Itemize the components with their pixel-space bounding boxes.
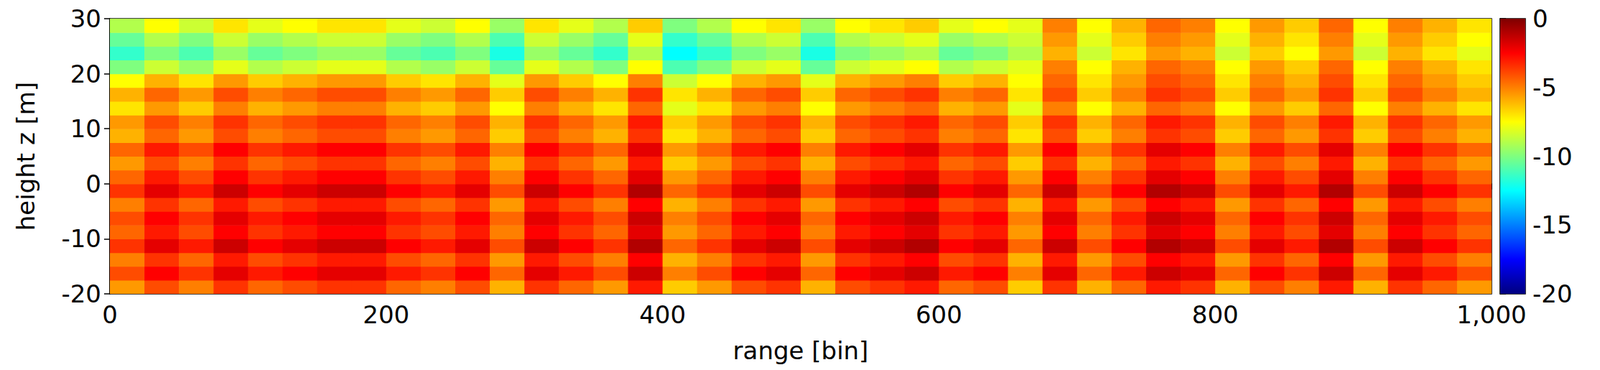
svg-text:1,000: 1,000 xyxy=(1456,300,1527,329)
svg-text:height z [m]: height z [m] xyxy=(11,81,41,232)
svg-text:600: 600 xyxy=(915,300,963,329)
svg-text:-10: -10 xyxy=(61,224,102,253)
svg-text:30: 30 xyxy=(70,4,102,34)
svg-text:10: 10 xyxy=(70,114,102,143)
svg-text:200: 200 xyxy=(362,300,410,329)
svg-text:-20: -20 xyxy=(61,279,102,309)
svg-text:-5: -5 xyxy=(1532,73,1557,102)
svg-text:-10: -10 xyxy=(1532,142,1573,171)
svg-text:range [bin]: range [bin] xyxy=(733,336,869,365)
svg-text:20: 20 xyxy=(70,59,102,89)
svg-text:0: 0 xyxy=(85,169,102,199)
svg-text:400: 400 xyxy=(639,300,686,329)
svg-text:-20: -20 xyxy=(1532,279,1573,309)
svg-text:-15: -15 xyxy=(1532,210,1573,240)
svg-text:0: 0 xyxy=(101,300,118,329)
svg-text:800: 800 xyxy=(1192,300,1239,329)
svg-text:0: 0 xyxy=(1532,4,1549,34)
